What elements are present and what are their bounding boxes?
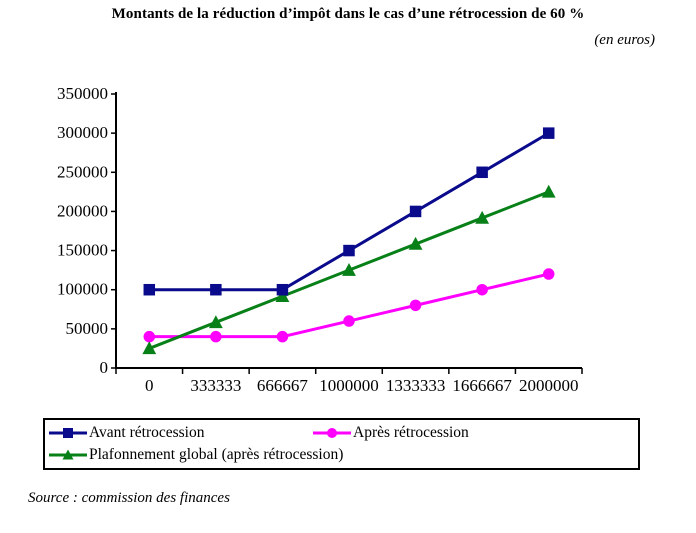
x-tick-label: 1666667	[452, 376, 512, 395]
legend-item-2: Plafonnement global (après rétrocession)	[49, 444, 343, 466]
series-2-marker-triangle-icon	[275, 289, 290, 302]
y-tick-label: 200000	[57, 201, 108, 220]
series-0-marker-square-icon	[343, 244, 355, 257]
y-tick-label: 350000	[57, 84, 108, 103]
legend-item-0: Avant rétrocession	[49, 422, 313, 444]
legend-item-1: Après rétrocession	[313, 422, 638, 444]
series-1-marker-circle-icon	[210, 330, 222, 343]
legend-triangle-marker-icon	[49, 449, 87, 460]
y-tick-label: 150000	[57, 241, 108, 260]
series-1-marker-circle-icon	[343, 315, 355, 327]
legend-square-marker-icon	[49, 428, 87, 438]
series-1-marker-circle-icon	[143, 330, 156, 343]
legend-label-0: Avant rétrocession	[89, 424, 205, 441]
legend-label-2: Plafonnement global (après rétrocession)	[89, 446, 344, 463]
y-tick-label: 250000	[57, 162, 108, 181]
series-2-marker-triangle-icon	[208, 315, 223, 329]
x-tick-label: 2000000	[519, 376, 579, 395]
series-1-marker-circle-icon	[476, 283, 488, 296]
x-tick-label: 1333333	[386, 376, 446, 395]
series-0-marker-square-icon	[542, 127, 555, 139]
series-0-marker-square-icon	[210, 283, 222, 296]
series-0-marker-square-icon	[276, 283, 289, 296]
unit-note: (en euros)	[594, 32, 655, 48]
series-0-marker-square-icon	[476, 166, 488, 179]
legend-box: Avant rétrocession Après rétrocession Plaf…	[43, 418, 640, 470]
series-0-marker-square-icon	[143, 283, 156, 296]
source-note: Source : commission des finances	[28, 490, 230, 506]
series-2-marker-triangle-icon	[142, 341, 157, 355]
series-0-marker-square-icon	[409, 205, 422, 218]
series-2-marker-triangle-icon	[475, 210, 490, 224]
x-tick-label: 0	[145, 376, 154, 395]
y-tick-label: 50000	[66, 319, 109, 338]
x-tick-label: 1000000	[319, 376, 379, 395]
series-2-marker-triangle-icon	[342, 263, 356, 276]
y-tick-label: 300000	[57, 123, 108, 142]
chart-title: Montants de la réduction d’impôt dans le…	[111, 6, 585, 22]
x-tick-label: 666667	[257, 376, 309, 395]
series-2-marker-triangle-icon	[408, 236, 423, 250]
series-1-marker-circle-icon	[542, 268, 555, 280]
x-tick-label: 333333	[190, 376, 241, 395]
legend-circle-marker-icon	[313, 428, 351, 438]
y-tick-label: 0	[100, 358, 109, 377]
series-1-marker-circle-icon	[276, 330, 289, 343]
series-1-marker-circle-icon	[409, 299, 422, 312]
y-tick-label: 100000	[57, 280, 108, 299]
series-2-marker-triangle-icon	[541, 184, 556, 198]
legend-label-1: Après rétrocession	[353, 424, 469, 441]
series-1-line	[149, 272, 550, 339]
